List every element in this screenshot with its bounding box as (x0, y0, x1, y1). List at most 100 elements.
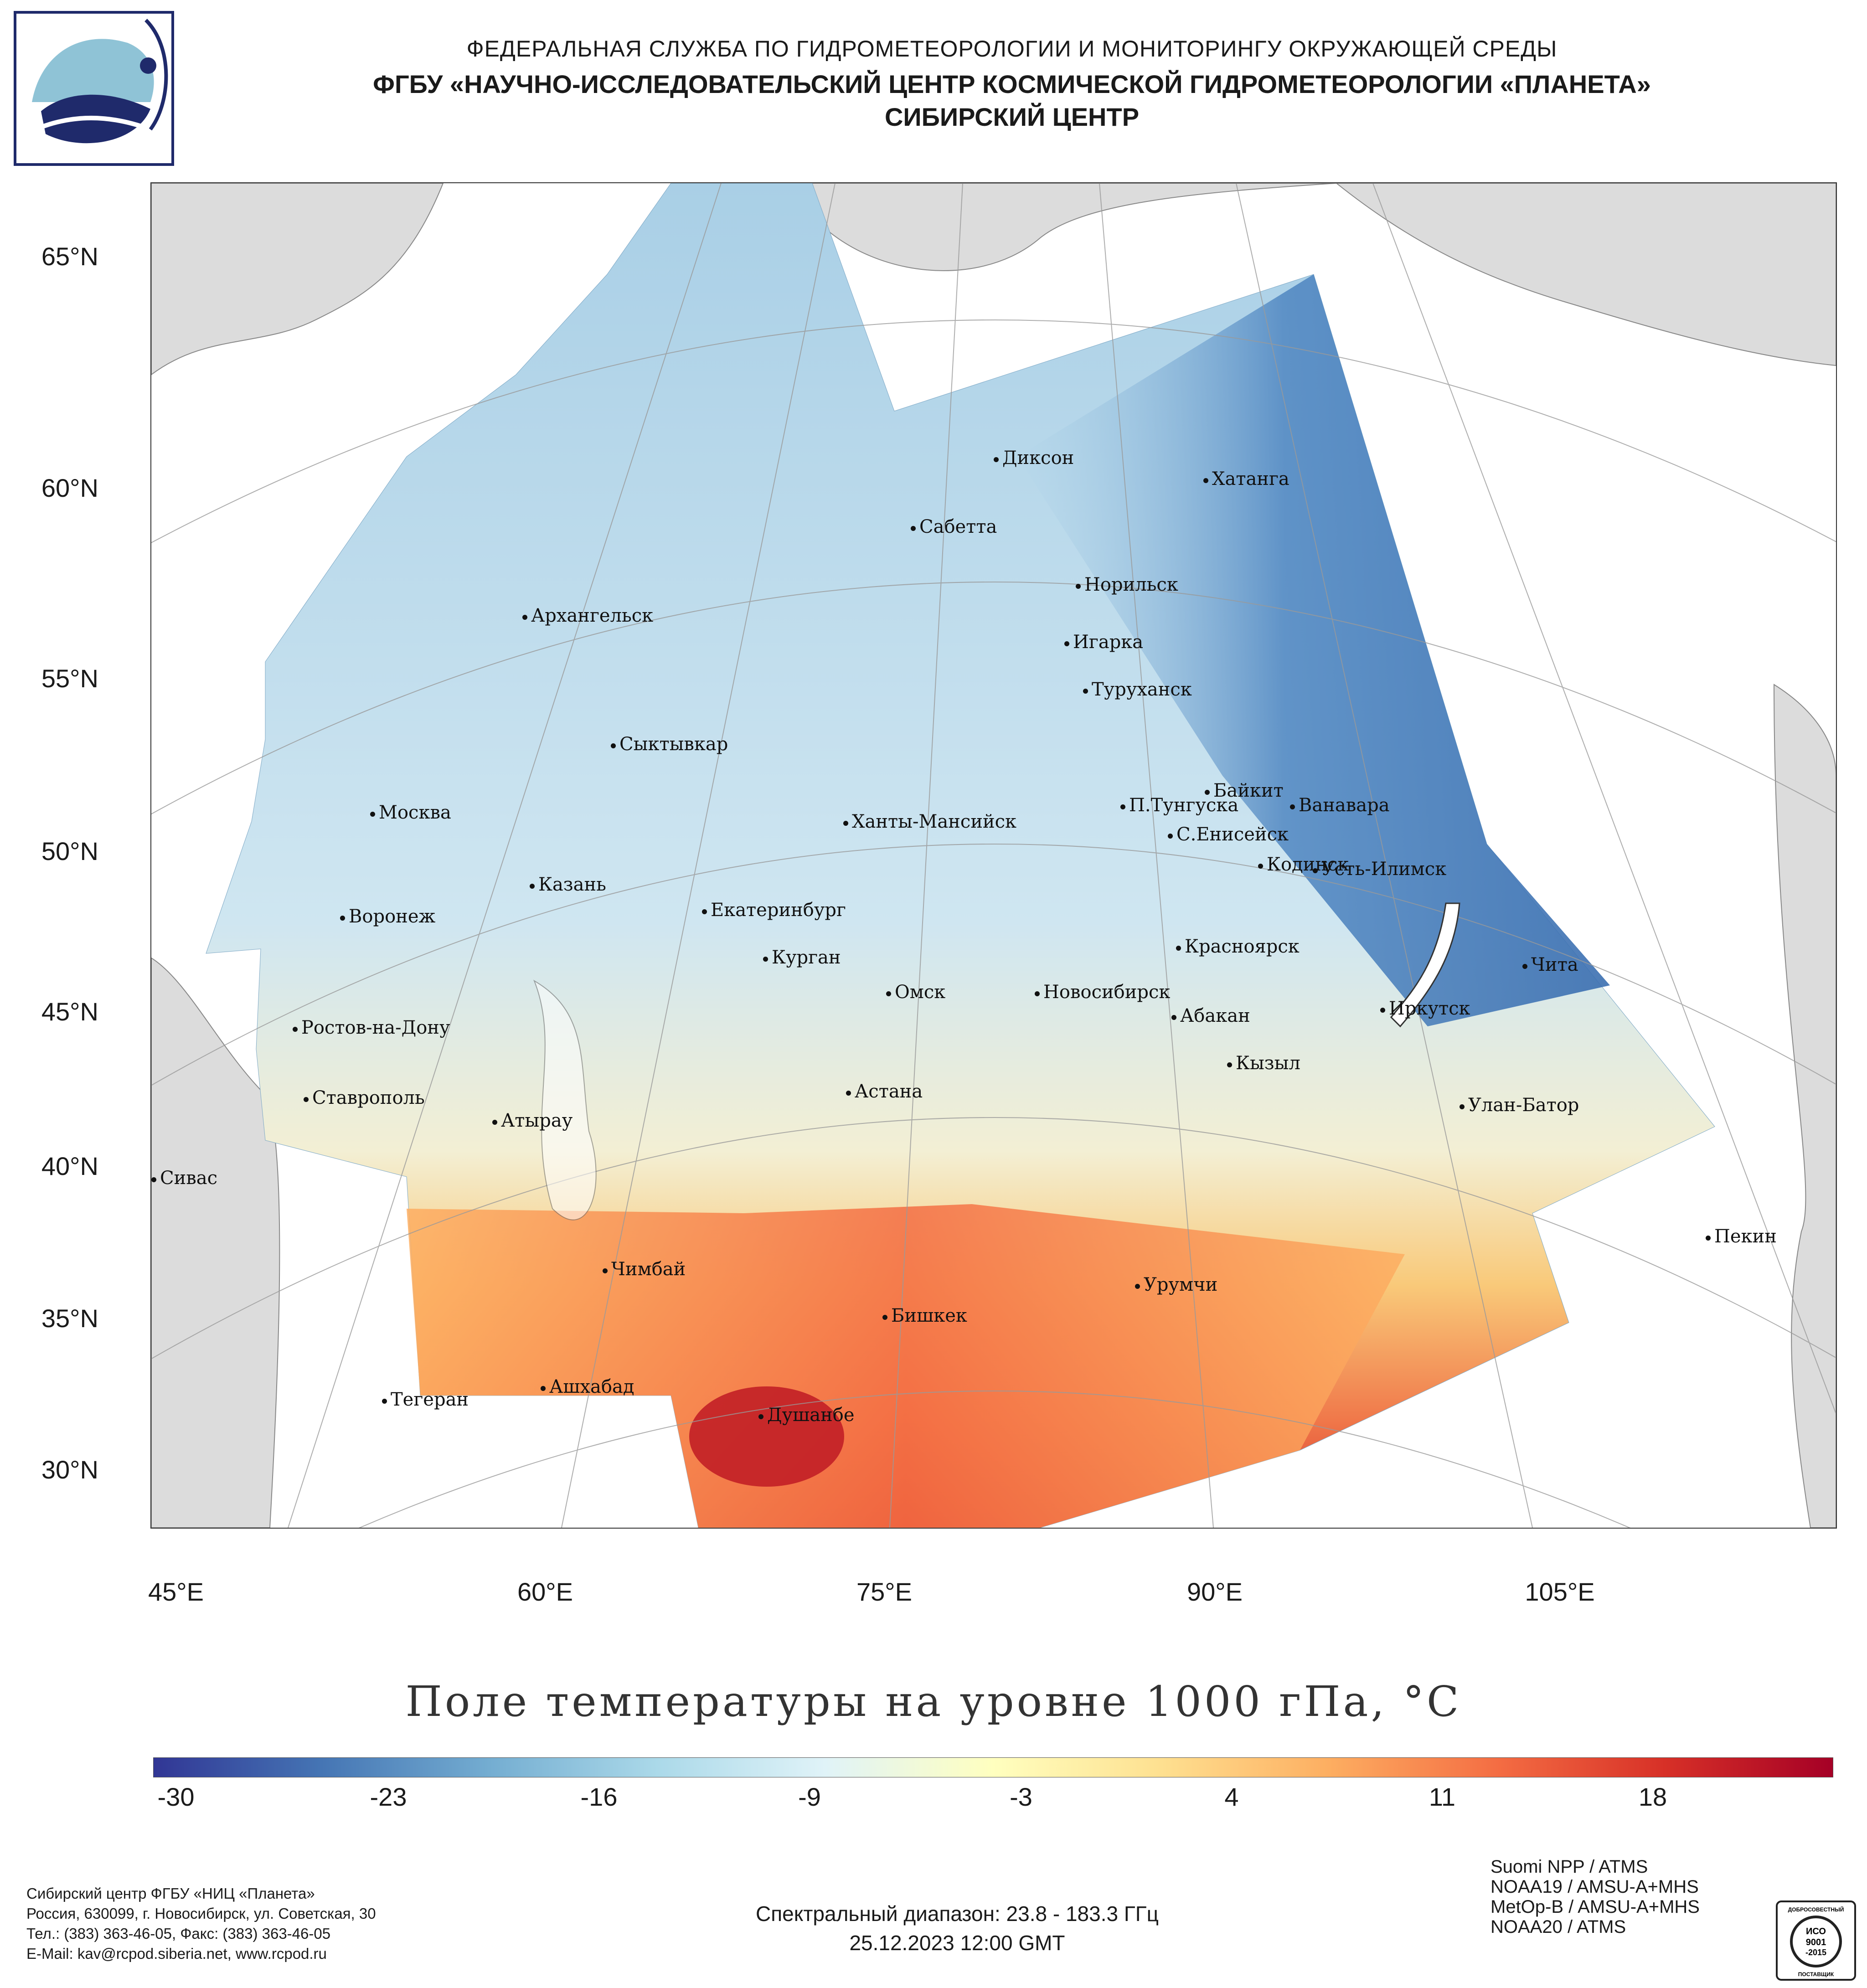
colorbar-tick: 11 (1429, 1782, 1456, 1811)
map-canvas (151, 183, 1836, 1528)
footer-org: Сибирский центр ФГБУ «НИЦ «Планета» (26, 1885, 315, 1902)
colorbar-tick: 4 (1224, 1782, 1239, 1811)
city-marker-icon (763, 956, 768, 962)
lat-label: 40°N (41, 1152, 98, 1180)
city-label: Норильск (1076, 574, 1178, 595)
spectral-range: Спектральный диапазон: 23.8 - 183.3 ГГц (755, 1902, 1159, 1926)
city-marker-icon (1135, 1283, 1140, 1289)
city-marker-icon (1035, 991, 1040, 996)
city-label: Хатанга (1203, 469, 1289, 489)
city-marker-icon (1176, 945, 1181, 951)
city-label: Чимбай (603, 1259, 686, 1280)
city-marker-icon (1064, 641, 1069, 646)
city-label: Усть-Илимск (1313, 859, 1446, 880)
city-label: П.Тунгуска (1120, 795, 1238, 816)
city-marker-icon (994, 457, 999, 462)
city-marker-icon (382, 1398, 387, 1404)
footer-phone: Тел.: (383) 363-46-05, Факс: (383) 363-4… (26, 1925, 331, 1942)
city-label: Пекин (1706, 1226, 1777, 1247)
city-label: Москва (370, 802, 451, 823)
lat-label: 35°N (41, 1304, 98, 1333)
city-label: Бишкек (882, 1305, 967, 1326)
city-label: Кодинск (1258, 854, 1349, 875)
city-marker-icon (1076, 583, 1081, 589)
city-label: Игарка (1064, 632, 1143, 653)
city-label: Курган (763, 947, 841, 968)
city-marker-icon (1313, 868, 1318, 873)
satellite-instrument: NOAA20 / ATMS (1491, 1917, 1626, 1937)
city-label: Екатеринбург (702, 900, 846, 921)
city-label: Ханты-Мансийск (843, 811, 1016, 832)
cert-top-text: ДОБРОСОВЕСТНЫЙ (1788, 1906, 1844, 1913)
land-east-coast (1773, 684, 1836, 1528)
city-marker-icon (846, 1090, 851, 1096)
lat-label: 55°N (41, 664, 98, 693)
city-label: Атырау (492, 1110, 572, 1131)
footer-email[interactable]: E-Mail: kav@rcpod.siberia.net, www.rcpod… (26, 1945, 327, 1962)
city-label: Байкит (1205, 780, 1284, 801)
lat-label: 60°N (41, 474, 98, 502)
city-label: Астана (846, 1081, 923, 1102)
land-arctic-islands (789, 183, 1337, 271)
land-north-europe (151, 183, 444, 376)
city-marker-icon (304, 1097, 309, 1102)
satellite-instrument: MetOp-B / AMSU-A+MHS (1491, 1897, 1700, 1917)
city-label: Иркутск (1380, 998, 1470, 1019)
lon-label: 105°E (1525, 1577, 1595, 1606)
city-marker-icon (603, 1268, 608, 1273)
hot-core (689, 1386, 844, 1487)
city-marker-icon (1380, 1007, 1385, 1013)
city-label: Кызыл (1227, 1053, 1300, 1074)
colorbar-tick: -16 (580, 1782, 618, 1811)
city-label: Новосибирск (1035, 982, 1170, 1003)
city-marker-icon (843, 820, 848, 826)
city-marker-icon (1168, 833, 1173, 839)
cert-number-text: 9001 (1806, 1937, 1826, 1947)
colorbar-tick: -30 (157, 1782, 195, 1811)
city-marker-icon (1203, 478, 1208, 483)
city-marker-icon (1227, 1062, 1232, 1067)
city-marker-icon (1290, 804, 1295, 809)
city-marker-icon (1706, 1235, 1711, 1241)
temperature-map[interactable] (150, 182, 1837, 1529)
footer-address: Россия, 630099, г. Новосибирск, ул. Сове… (26, 1905, 376, 1922)
city-marker-icon (492, 1119, 497, 1125)
cert-year-text: -2015 (1805, 1948, 1826, 1957)
lon-label: 90°E (1186, 1577, 1243, 1606)
colorbar-tick: -3 (1010, 1782, 1032, 1811)
city-marker-icon (530, 883, 535, 889)
city-marker-icon (1205, 789, 1210, 795)
city-marker-icon (886, 991, 891, 996)
city-label: Сабетта (911, 516, 997, 537)
satellite-instrument: Suomi NPP / ATMS (1491, 1857, 1648, 1877)
lon-label: 60°E (517, 1577, 573, 1606)
city-marker-icon (522, 614, 527, 620)
city-label: Ашхабад (541, 1376, 634, 1397)
lat-label: 50°N (41, 837, 98, 865)
city-marker-icon (151, 1177, 156, 1182)
cert-iso-text: ИСО (1806, 1926, 1826, 1936)
graticule (151, 183, 1836, 1528)
city-marker-icon (1522, 963, 1527, 969)
lake-baikal (1390, 902, 1460, 1028)
city-label: Душанбе (758, 1405, 855, 1426)
city-label: Ванавара (1290, 795, 1390, 816)
lat-label: 65°N (41, 242, 98, 271)
city-label: Казань (530, 874, 606, 895)
city-marker-icon (758, 1414, 763, 1419)
city-marker-icon (911, 525, 916, 531)
city-marker-icon (611, 743, 616, 748)
city-label: Ставрополь (304, 1087, 425, 1108)
observation-datetime: 25.12.2023 12:00 GMT (849, 1931, 1065, 1955)
city-label: Тегеран (382, 1389, 469, 1410)
lat-label: 30°N (41, 1455, 98, 1484)
city-marker-icon (882, 1314, 887, 1320)
colorbar-tick: -9 (798, 1782, 821, 1811)
colorbar-tick: -23 (370, 1782, 407, 1811)
map-title: Поле температуры на уровне 1000 гПа, °С (405, 1677, 1462, 1726)
city-label: Воронеж (340, 906, 435, 927)
planeta-logo (14, 11, 174, 166)
city-label: С.Енисейск (1168, 824, 1289, 845)
cold-east-region (1017, 274, 1610, 1026)
city-label: Туруханск (1083, 679, 1192, 700)
